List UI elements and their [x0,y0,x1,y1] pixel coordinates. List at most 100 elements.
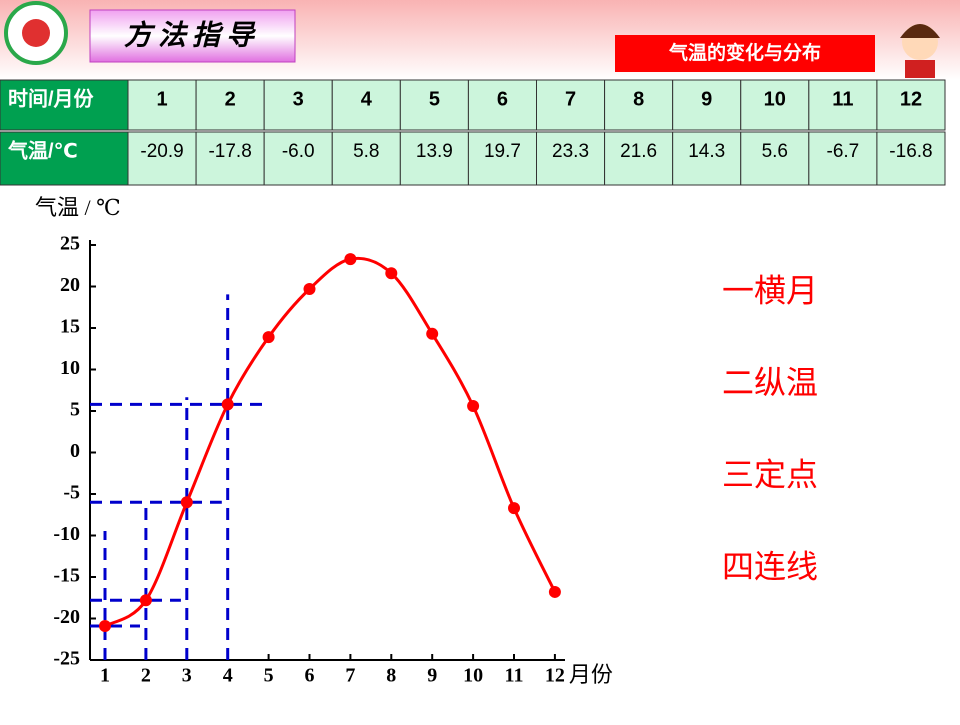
table-text: 7 [565,88,576,110]
y-tick-label: 10 [60,357,80,379]
badge-text: 气温的变化与分布 [668,41,821,64]
badge [615,35,875,72]
table-cell [740,79,810,131]
point [467,400,480,413]
table-cell [0,131,129,186]
table-cell [876,131,946,186]
x-tick-label: 7 [345,665,355,687]
x-tick-label: 6 [305,665,315,687]
table-cell [876,79,946,131]
table-cell [808,79,878,131]
x-tick-label: 8 [386,665,396,687]
y-tick-label: 20 [60,274,80,296]
table-cell [808,131,878,186]
y-tick-label: -10 [53,523,80,545]
x-tick-label: 12 [545,665,565,687]
table-cell [331,79,401,131]
logo-center [22,19,50,47]
table-cell [399,79,469,131]
table-text: 1 [156,88,167,110]
table-text: 时间/月份 [8,86,95,110]
table-text: 5 [429,88,440,110]
table-text: 4 [361,88,373,110]
table-text: 12 [900,88,922,110]
step: 二纵温 [722,364,818,400]
table-cell [195,79,265,131]
point [548,585,561,598]
line [104,256,557,628]
point [139,594,152,607]
table-cell [127,79,197,131]
title: 方法指导 [124,19,260,50]
title-box [89,9,296,63]
y-tick-label: -20 [53,606,80,628]
point [99,619,111,632]
table-text: -6.0 [282,141,315,162]
point [303,282,316,295]
table-cell [672,131,742,186]
table-text: 13.9 [416,141,453,162]
table-cell [604,79,674,131]
x-tick-label: 9 [427,665,437,687]
table-cell [536,79,606,131]
table-text: 23.3 [552,141,589,162]
point [221,398,234,411]
table-cell [672,79,742,131]
table-cell [263,131,333,186]
y-tick-label: 15 [60,316,80,338]
y-tick-label: 5 [70,399,80,421]
table-cell [331,131,401,186]
x-tick-label: 2 [141,665,151,687]
table-cell [263,79,333,131]
point [385,267,398,280]
y-tick-label: 0 [70,440,80,462]
step: 一横月 [722,272,818,308]
x-tick-label: 10 [463,665,483,687]
table-cell [127,131,197,186]
table-text: 11 [832,88,853,110]
table-text: 3 [293,88,304,110]
x-tick-label: 11 [505,665,524,687]
table-text: -20.9 [140,141,183,162]
x-axis-label: 月份 [569,662,613,687]
y-tick-label: -5 [63,482,80,504]
table-text: -6.7 [827,141,860,162]
table-cell [740,131,810,186]
table-text: -16.8 [889,141,932,162]
step: 四连线 [722,548,818,584]
table-cell [467,131,537,186]
x-tick-label: 3 [182,665,192,687]
table-text: 19.7 [484,141,521,162]
table-text: 10 [764,88,786,110]
point [508,502,520,515]
table-text: 21.6 [620,141,657,162]
y-tick-label: -25 [53,648,80,670]
table-cell [195,131,265,186]
x-tick-label: 4 [223,665,233,687]
table-text: 2 [225,88,236,110]
table-cell [467,79,537,131]
x-tick-label: 5 [264,665,274,687]
y-axis-label: 气温 / ℃ [35,195,121,220]
point [426,327,439,340]
table-text: 5.8 [353,141,379,162]
x-tick-label: 1 [100,665,110,687]
table-text: 气温/℃ [7,138,78,162]
step: 三定点 [722,456,818,492]
table-text: 8 [633,88,644,110]
table-cell [399,131,469,186]
point [180,496,193,509]
y-tick-label: -15 [53,565,80,587]
table-text: 6 [497,88,508,110]
point [344,253,357,266]
y-tick-label: 25 [60,233,80,255]
table-text: 9 [701,88,712,110]
table-cell [604,131,674,186]
mascot [900,24,940,78]
table-text: -17.8 [208,141,251,162]
table-text: 14.3 [688,141,725,162]
point [262,331,275,344]
